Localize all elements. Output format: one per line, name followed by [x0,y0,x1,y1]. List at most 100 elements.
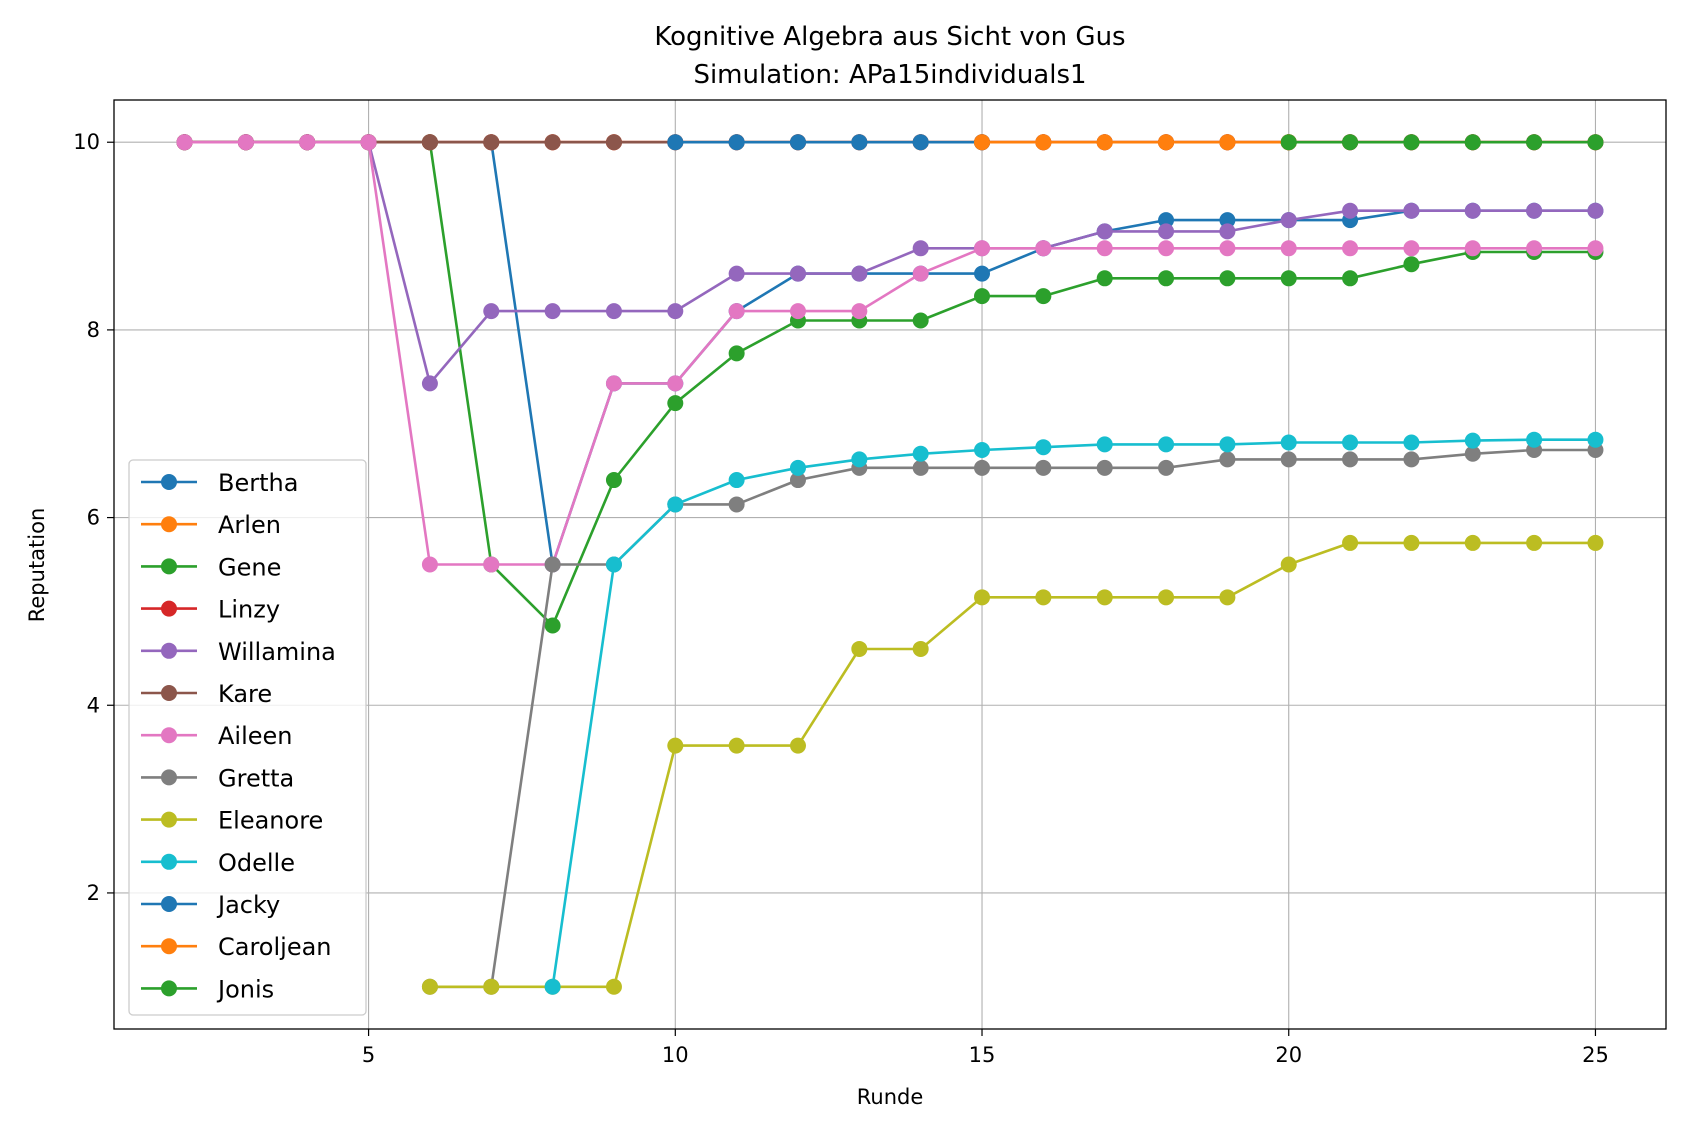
legend-label: Willamina [218,638,336,666]
x-tick-label: 10 [662,1043,689,1067]
data-point-odelle [605,556,622,573]
data-point-gretta [789,472,806,489]
data-point-gretta [1096,459,1113,476]
data-point-willamina [851,265,868,282]
data-point-jacky [728,134,745,151]
data-point-willamina [1158,223,1175,240]
legend-box [128,459,367,1016]
data-point-gene [912,312,929,329]
data-point-aileen [605,375,622,392]
x-tick-label: 15 [969,1043,996,1067]
data-point-willamina [421,375,438,392]
legend-item: Willamina [141,638,336,666]
data-point-odelle [1280,434,1297,451]
data-point-eleanore [851,640,868,657]
y-tick-label: 8 [87,318,100,342]
data-point-aileen [912,265,929,282]
data-point-gene [974,288,991,305]
series-odelle [544,431,1604,995]
legend-label: Gene [218,553,281,581]
legend-label: Gretta [218,764,294,792]
x-tick-label: 20 [1275,1043,1302,1067]
data-point-odelle [544,978,561,995]
data-point-aileen [1464,240,1481,257]
series-line-gretta [429,448,1596,989]
data-point-gretta [1219,451,1236,468]
legend-label: Linzy [218,596,280,624]
data-point-kare [544,134,561,151]
data-point-eleanore [1280,556,1297,573]
data-point-gene [1158,270,1175,287]
legend-label: Odelle [218,849,295,877]
data-point-willamina [1219,223,1236,240]
data-point-willamina [728,265,745,282]
legend-item: Aileen [141,722,293,750]
legend-label: Jacky [216,891,280,919]
data-point-jacky [851,134,868,151]
data-point-gene [1403,256,1420,273]
legend-item: Odelle [141,849,295,877]
data-point-willamina [1096,223,1113,240]
legend-item: Kare [141,680,272,708]
series-line-willamina [184,140,1596,385]
data-point-gretta [1403,451,1420,468]
legend-item: Jacky [141,891,280,919]
data-point-eleanore [1096,589,1113,606]
data-point-odelle [1158,436,1175,453]
data-point-jonis [1526,134,1543,151]
data-point-odelle [1403,434,1420,451]
data-point-gretta [544,556,561,573]
legend-item: Bertha [141,469,298,497]
y-tick-label: 6 [87,506,100,530]
data-point-jonis [1464,134,1481,151]
data-point-gretta [1158,459,1175,476]
data-point-willamina [483,303,500,320]
data-point-aileen [1403,240,1420,257]
axis-ticks: 5 10 15 20 25 2 4 6 8 10 [73,130,1609,1067]
data-point-caroljean [974,134,991,151]
legend-marker [161,938,177,955]
data-point-gene [1280,270,1297,287]
data-point-odelle [1526,431,1543,448]
data-point-aileen [728,303,745,320]
series-eleanore [421,534,1604,995]
data-point-gene [1096,270,1113,287]
legend-label: Arlen [218,511,281,539]
data-point-aileen [974,240,991,257]
data-point-willamina [605,303,622,320]
data-point-willamina [544,303,561,320]
data-point-gene [667,395,684,412]
legend-label: Jonis [216,975,274,1003]
data-point-aileen [1096,240,1113,257]
data-point-jonis [1587,134,1604,151]
data-point-aileen [851,303,868,320]
legend-item: Caroljean [141,933,332,961]
data-point-aileen [1219,240,1236,257]
data-point-odelle [1587,431,1604,448]
legend-marker [161,769,177,786]
data-point-eleanore [667,737,684,754]
data-point-bertha [974,265,991,282]
data-point-jonis [1342,134,1359,151]
legend-marker [161,980,177,997]
legend-label: Aileen [218,722,293,750]
data-point-aileen [1280,240,1297,257]
data-point-aileen [299,134,316,151]
data-point-gene [728,345,745,362]
legend-marker [161,685,177,701]
data-point-gene [1219,270,1236,287]
data-point-aileen [667,375,684,392]
data-point-eleanore [1219,589,1236,606]
y-axis-label: Reputation [25,508,49,623]
x-tick-label: 5 [362,1043,375,1067]
data-point-kare [605,134,622,151]
data-point-odelle [851,451,868,468]
data-point-eleanore [1342,534,1359,551]
series-gene [176,134,1604,634]
series-line-odelle [551,438,1596,987]
y-tick-label: 4 [87,693,100,717]
data-point-caroljean [1219,134,1236,151]
data-point-eleanore [1158,589,1175,606]
data-point-eleanore [605,978,622,995]
